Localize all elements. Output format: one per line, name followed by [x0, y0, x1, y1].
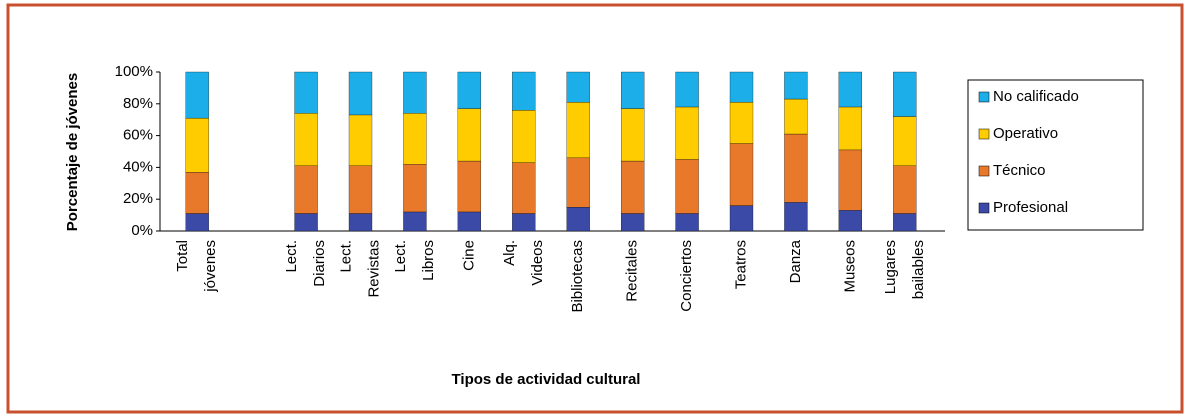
- bar-segment: [893, 71, 917, 117]
- bar-segment: [294, 71, 318, 114]
- bar-segment: [403, 113, 427, 165]
- x-tick-label: Lect.: [283, 240, 300, 273]
- frame: [6, 3, 1184, 414]
- bar-segment: [729, 102, 754, 144]
- legend-label: Operativo: [993, 125, 1058, 142]
- x-tick-label: Recitales: [624, 240, 641, 302]
- bar-segment: [457, 211, 482, 232]
- x-tick-label: Diarios: [311, 240, 328, 287]
- x-tick-label: Total: [174, 240, 191, 272]
- bar-segment: [838, 210, 863, 232]
- legend-swatch: [978, 128, 990, 140]
- bar-segment: [566, 206, 590, 232]
- bar-segment: [185, 117, 209, 173]
- bar-segment: [675, 106, 699, 160]
- bar-segment: [838, 149, 863, 211]
- bar-segment: [729, 71, 754, 103]
- legend-label: Técnico: [993, 162, 1046, 179]
- bar-segment: [729, 143, 754, 206]
- x-tick-label: Bibliotecas: [569, 240, 586, 313]
- bar-segment: [185, 213, 209, 232]
- y-tick-label: 100%: [115, 63, 153, 80]
- bar-segment: [893, 213, 917, 232]
- bar-segment: [893, 165, 917, 214]
- bar-segment: [294, 165, 318, 214]
- bar-segment: [512, 71, 536, 111]
- x-tick-label: Alq.: [501, 240, 518, 266]
- bar-segment: [457, 71, 482, 109]
- x-tick-label: Lugares: [882, 240, 899, 294]
- x-tick-label: Museos: [841, 240, 858, 293]
- bar-segment: [566, 71, 590, 103]
- bar-segment: [512, 213, 536, 232]
- x-tick-label: Conciertos: [678, 240, 695, 312]
- y-tick-label: 60%: [123, 127, 153, 144]
- x-tick-label: Cine: [460, 240, 477, 271]
- y-tick-label: 80%: [123, 95, 153, 112]
- bar-segment: [620, 160, 645, 214]
- y-axis-title: Porcentaje de jóvenes: [64, 73, 81, 231]
- bar-segment: [566, 102, 590, 159]
- x-tick-label: bailables: [910, 240, 927, 299]
- x-axis-title: Tipos de actividad cultural: [452, 371, 641, 388]
- x-tick-label: Revistas: [365, 240, 382, 298]
- y-tick-label: 20%: [123, 190, 153, 207]
- bar-segment: [403, 71, 427, 114]
- x-tick-label: Teatros: [732, 240, 749, 289]
- bar-segment: [512, 110, 536, 163]
- bar-segment: [675, 213, 699, 232]
- bar-segment: [348, 213, 373, 232]
- bar-segment: [457, 160, 482, 213]
- bar-segment: [348, 165, 373, 214]
- bar-segment: [620, 108, 645, 162]
- bar-segment: [566, 157, 590, 208]
- legend-swatch: [978, 91, 990, 103]
- y-tick-label: 0%: [131, 222, 153, 239]
- bar-segment: [784, 133, 808, 203]
- bar-segment: [348, 71, 373, 116]
- bar-segment: [838, 106, 863, 151]
- x-tick-label: Lect.: [392, 240, 409, 273]
- x-tick-label: Danza: [787, 239, 804, 283]
- y-tick-label: 40%: [123, 158, 153, 175]
- bar-segment: [893, 116, 917, 166]
- legend-label: Profesional: [993, 199, 1068, 216]
- bar-segment: [784, 71, 808, 100]
- bar-segment: [348, 114, 373, 166]
- bar-segment: [784, 202, 808, 232]
- bar-segment: [403, 164, 427, 213]
- bar-segment: [294, 213, 318, 232]
- bar-segment: [675, 71, 699, 108]
- bar-segment: [512, 162, 536, 214]
- bar-segment: [838, 71, 863, 108]
- legend-label: No calificado: [993, 88, 1079, 105]
- x-tick-label: jóvenes: [202, 240, 219, 293]
- bar-segment: [185, 71, 209, 119]
- bar-segment: [675, 159, 699, 214]
- bar-segment: [620, 71, 645, 109]
- bar-segment: [620, 213, 645, 232]
- legend-swatch: [978, 202, 990, 214]
- legend-swatch: [978, 165, 990, 177]
- bar-segment: [403, 211, 427, 232]
- bar-segment: [185, 172, 209, 214]
- bar-segment: [294, 113, 318, 166]
- x-tick-label: Videos: [529, 240, 546, 286]
- bar-segment: [729, 205, 754, 232]
- bar-segment: [784, 98, 808, 135]
- bar-segment: [457, 108, 482, 162]
- legend-box: [967, 79, 1144, 231]
- x-tick-label: Libros: [420, 240, 437, 281]
- x-tick-label: Lect.: [337, 240, 354, 273]
